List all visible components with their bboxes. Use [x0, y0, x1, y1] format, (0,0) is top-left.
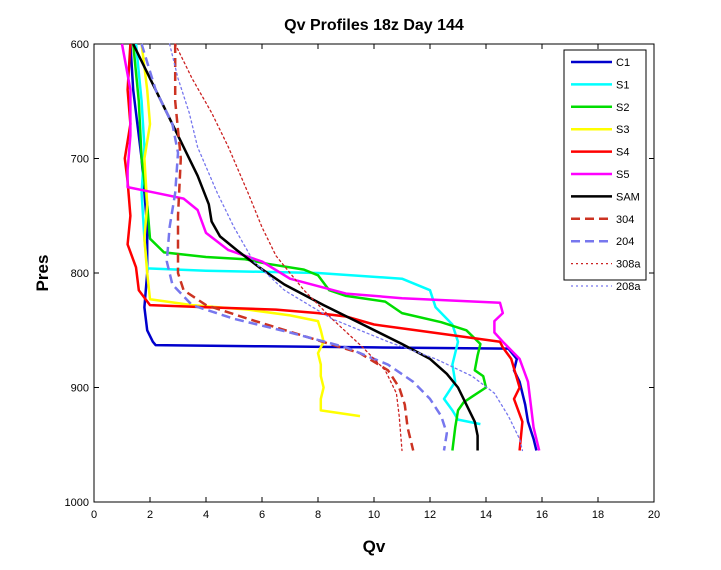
y-axis-label: Pres — [33, 255, 52, 292]
x-tick-label: 6 — [259, 509, 265, 521]
x-tick-label: 4 — [203, 509, 209, 521]
series-layer — [120, 43, 541, 452]
series-line-s2 — [131, 43, 488, 451]
x-tick-label: 18 — [592, 509, 604, 521]
series-line-s3 — [140, 43, 361, 418]
tick-layer: 0 2 4 6 8 10 12 14 16 18 20 600 700 800 900 1000 — [65, 39, 661, 521]
y-tick-label: 800 — [71, 268, 89, 280]
series-line-s5 — [120, 43, 541, 451]
series-line-308a — [174, 43, 403, 452]
legend-label-sam: SAM — [616, 191, 640, 203]
legend-label-304: 304 — [616, 214, 634, 226]
legend: C1 S1 S2 S3 S4 S5 SAM 304 204 308a 208a — [563, 49, 647, 293]
y-tick-label: 900 — [71, 383, 89, 395]
x-tick-label: 12 — [424, 509, 436, 521]
legend-label-s2: S2 — [616, 102, 629, 114]
x-tick-label: 2 — [147, 509, 153, 521]
series-line-208a — [168, 43, 524, 452]
legend-label-s5: S5 — [616, 169, 629, 181]
x-axis-label: Qv — [363, 537, 386, 556]
y-tick-label: 1000 — [65, 497, 89, 509]
x-tick-label: 20 — [648, 509, 660, 521]
chart-title: Qv Profiles 18z Day 144 — [284, 17, 464, 34]
legend-label-204: 204 — [616, 236, 634, 248]
legend-label-308a: 308a — [616, 259, 641, 271]
series-line-s1 — [134, 43, 481, 426]
series-line-204 — [140, 43, 449, 451]
x-tick-label: 10 — [368, 509, 380, 521]
y-tick-label: 600 — [71, 39, 89, 51]
y-tick-label: 700 — [71, 154, 89, 166]
x-tick-label: 16 — [536, 509, 548, 521]
legend-label-s3: S3 — [616, 124, 629, 136]
legend-label-s1: S1 — [616, 79, 629, 91]
legend-label-s4: S4 — [616, 147, 629, 159]
x-tick-label: 8 — [315, 509, 321, 521]
legend-label-c1: C1 — [616, 57, 630, 69]
legend-label-208a: 208a — [616, 281, 641, 293]
x-tick-label: 0 — [91, 509, 97, 521]
x-tick-label: 14 — [480, 509, 492, 521]
series-line-304 — [173, 44, 415, 451]
plot-area — [93, 43, 655, 503]
series-line-c1 — [129, 43, 538, 451]
